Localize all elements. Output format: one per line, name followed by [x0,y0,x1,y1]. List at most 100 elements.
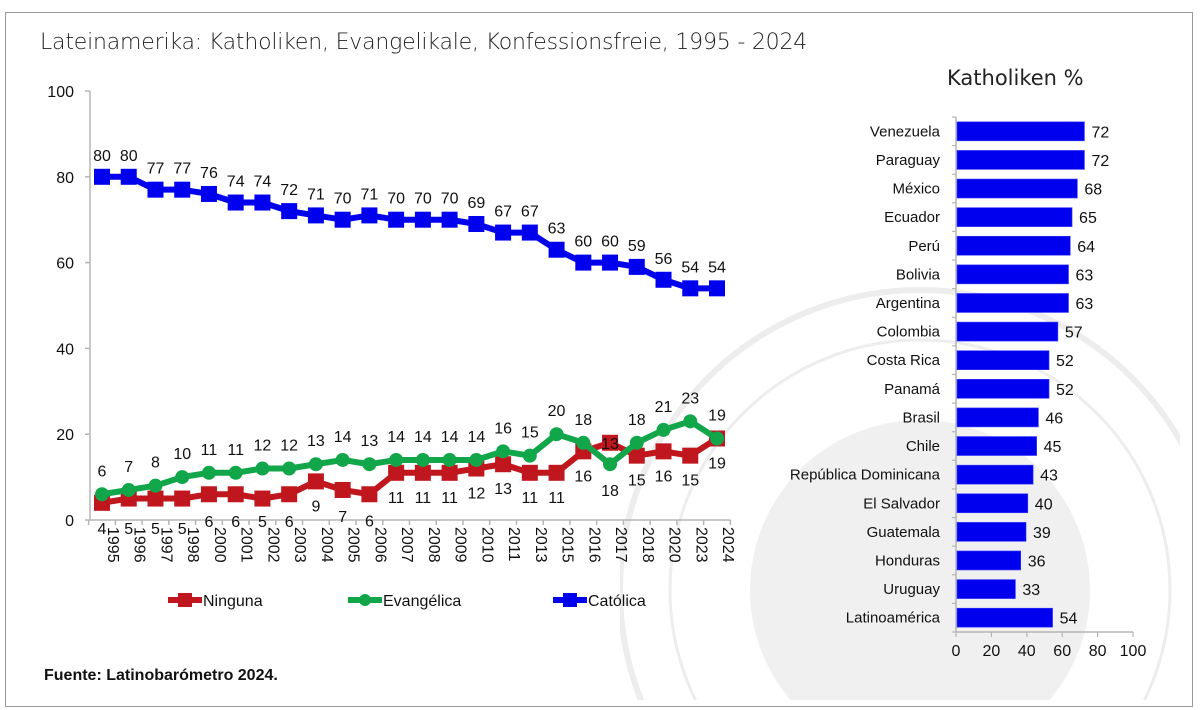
bar [956,121,1085,142]
data-point-evangelica [95,487,109,502]
bar-x-tick-label: 40 [1018,643,1036,660]
x-tick-label: 2017 [612,527,629,563]
x-tick-label: 2011 [505,527,522,562]
data-point-ninguna [227,486,244,503]
x-tick-label: 1998 [184,527,201,563]
x-tick-label: 2013 [532,527,549,563]
data-label-ninguna: 11 [522,490,539,507]
bar-category-label: Paraguay [876,152,941,169]
data-label-evangelica: 18 [574,412,592,429]
data-label-catolica: 71 [360,186,378,203]
x-tick-label: 2023 [692,527,709,563]
data-point-catolica [174,181,191,198]
data-label-ninguna: 6 [365,513,374,530]
data-point-ninguna [414,464,431,481]
data-point-catolica [388,211,405,228]
data-label-catolica: 76 [200,165,218,182]
data-point-evangelica [469,452,484,467]
x-tick-label: 2020 [666,527,683,563]
data-label-catolica: 63 [548,221,566,238]
bar-category-label: Colombia [877,324,941,341]
data-label-catolica: 74 [254,174,272,191]
bar-category-label: Latinoamérica [846,610,941,627]
legend-item-catolica: Católica [553,593,646,610]
bar [956,579,1016,599]
y-tick-label: 80 [56,170,74,187]
bar [956,178,1078,199]
data-point-catolica [682,280,699,297]
data-label-evangelica: 20 [548,403,566,420]
data-label-catolica: 54 [681,259,699,276]
data-label-evangelica: 14 [414,429,432,446]
bar [956,436,1037,456]
x-tick-label: 2001 [238,527,255,563]
data-point-evangelica [148,478,163,493]
data-point-catolica [94,168,110,185]
data-point-ninguna [521,464,538,481]
x-tick-label: 1995 [104,527,121,563]
bar-value-label: 52 [1056,382,1074,399]
x-tick-label: 2007 [398,527,415,563]
data-point-catolica [414,211,431,228]
bar-category-label: Perú [908,238,940,255]
data-label-evangelica: 15 [521,425,539,442]
bar-category-label: Costa Rica [867,352,941,369]
data-point-ninguna [495,456,512,473]
data-point-catolica [254,194,271,211]
data-label-ninguna: 6 [205,514,214,531]
x-tick-label: 2009 [452,527,469,563]
data-point-evangelica [175,470,190,485]
bar-category-label: El Salvador [863,495,940,512]
data-point-ninguna [281,486,298,503]
data-label-ninguna: 6 [231,514,240,531]
data-point-ninguna [307,473,324,490]
data-point-catolica [655,271,672,288]
bar-category-label: Argentina [876,295,941,312]
bar-value-label: 45 [1044,439,1062,456]
source-note: Fuente: Latinobarómetro 2024. [44,667,278,684]
bar [956,407,1039,428]
data-label-evangelica: 12 [254,438,272,455]
series-line-ninguna [101,435,719,506]
data-label-catolica: 59 [628,238,646,255]
bar-value-label: 72 [1091,153,1109,170]
data-label-ninguna: 16 [574,468,592,485]
bar-category-label: Guatemala [867,524,941,541]
data-point-ninguna [174,490,191,507]
bar-value-label: 36 [1028,553,1046,570]
data-label-catolica: 69 [467,195,485,212]
series-evangelica [95,414,724,502]
data-label-evangelica: 19 [708,407,726,424]
data-point-catolica [628,258,645,275]
x-tick-label: 2004 [318,527,335,563]
x-tick-label: 2002 [264,527,281,563]
bar-value-label: 63 [1076,296,1094,313]
data-point-ninguna [628,447,645,464]
series-line-evangelica [101,418,719,498]
bar-category-label: Uruguay [883,581,940,598]
data-point-catolica [147,181,164,198]
bar [956,493,1029,514]
bar-value-label: 39 [1033,525,1051,542]
data-point-ninguna [388,464,405,481]
bar-category-label: República Dominicana [790,467,941,484]
data-point-evangelica [282,461,297,476]
data-point-evangelica [629,435,644,450]
data-label-ninguna: 19 [708,455,726,472]
data-point-evangelica [496,444,511,459]
data-point-catolica [468,215,485,232]
data-point-catolica [361,207,378,224]
data-label-evangelica: 21 [655,399,673,416]
bar-x-tick-label: 60 [1053,643,1071,660]
data-point-ninguna [361,486,378,503]
data-point-catolica [281,203,298,220]
legend-marker-ninguna [178,593,192,607]
bar-x-tick-label: 0 [952,643,961,660]
data-point-evangelica [415,452,430,467]
bar-value-label: 54 [1060,611,1078,628]
y-tick-label: 100 [47,84,74,101]
legend-item-evangelica: Evangélica [348,593,461,610]
data-label-evangelica: 13 [307,433,325,450]
series-line-catolica [102,173,717,292]
legend-label-evangelica: Evangélica [383,593,461,610]
